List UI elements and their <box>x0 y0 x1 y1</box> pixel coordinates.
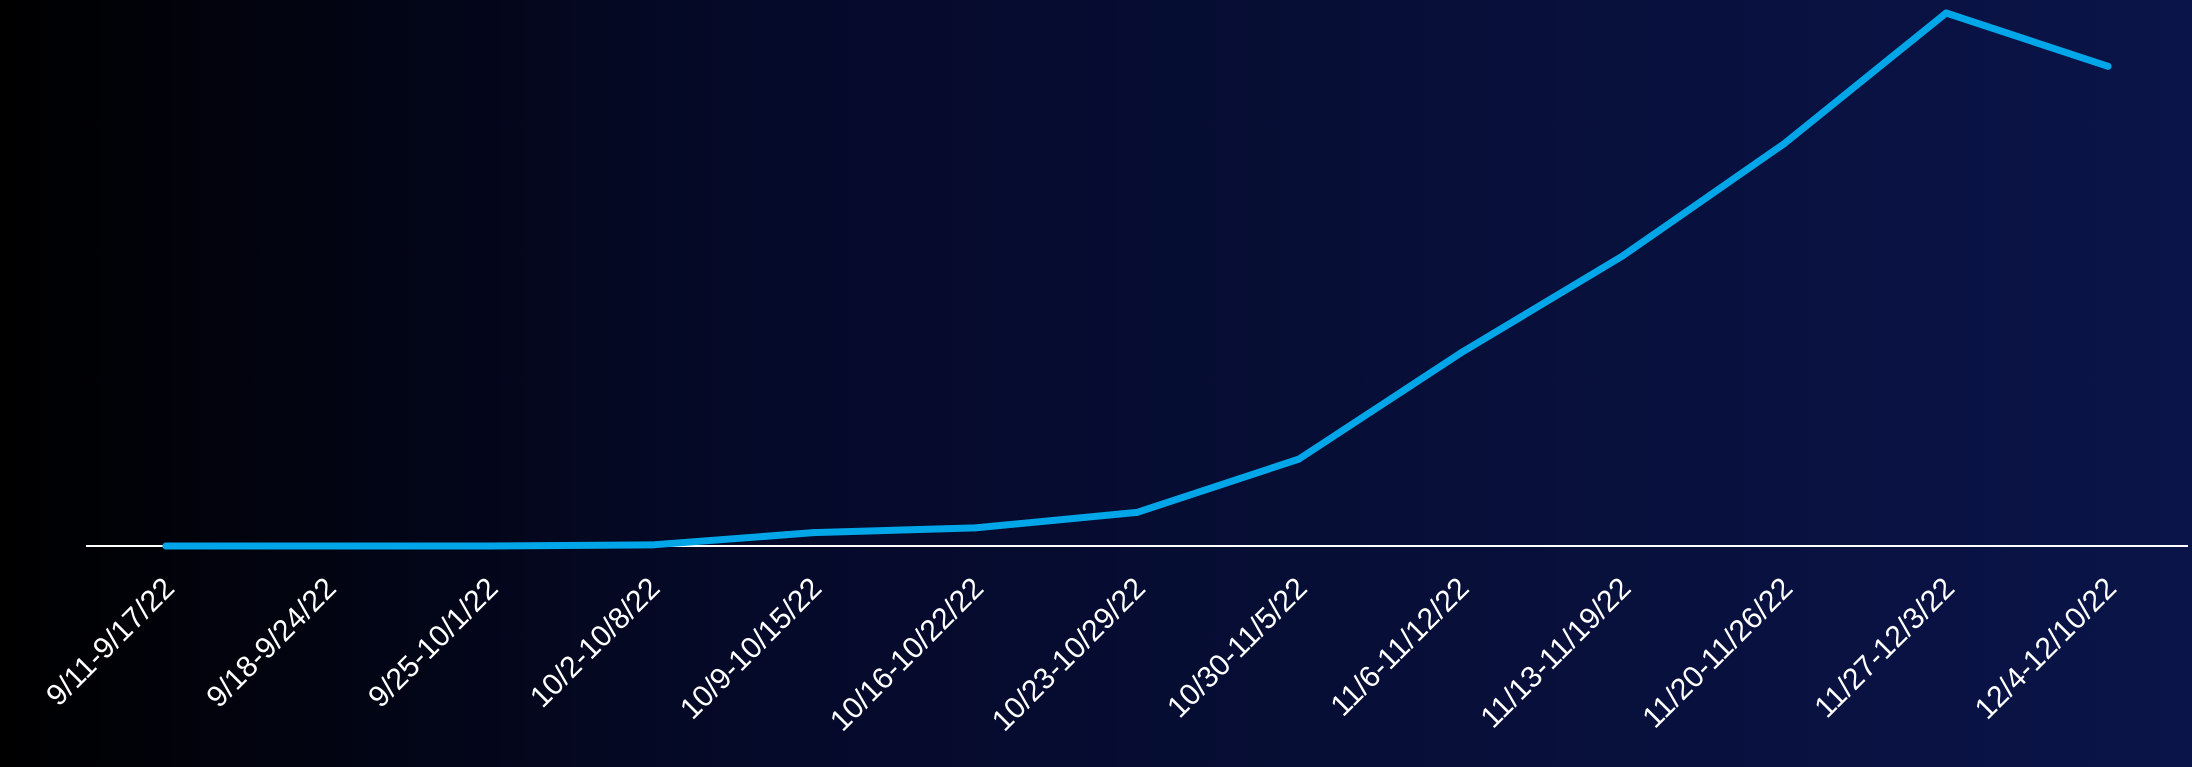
data-point-11 <box>1780 140 1788 148</box>
x-tick-label-11: 11/20-11/26/22 <box>1636 572 1799 735</box>
data-point-5 <box>809 529 817 537</box>
data-point-7 <box>1133 508 1141 516</box>
data-point-1 <box>162 542 170 550</box>
x-tick-label-6: 10/16-10/22/22 <box>824 572 990 738</box>
x-tick-label-8: 10/30-11/5/22 <box>1161 572 1314 725</box>
data-point-2 <box>324 542 332 550</box>
x-tick-label-4: 10/2-10/8/22 <box>524 572 666 714</box>
x-tick-labels: 9/11-9/17/22 9/18-9/24/22 9/25-10/1/22 10/2… <box>40 572 2123 738</box>
data-point-8 <box>1295 455 1303 463</box>
series-line <box>162 9 2112 550</box>
x-tick-label-9: 11/6-11/12/22 <box>1325 572 1476 723</box>
x-tick-label-2: 9/18-9/24/22 <box>200 572 342 714</box>
x-tick-label-1: 9/11-9/17/22 <box>40 572 181 713</box>
data-point-10 <box>1619 252 1626 260</box>
x-tick-label-7: 10/23-10/29/22 <box>986 572 1152 738</box>
x-tick-label-5: 10/9-10/15/22 <box>674 572 828 726</box>
x-tick-label-12: 11/27-12/3/22 <box>1808 572 1961 725</box>
data-point-3 <box>486 542 494 550</box>
data-point-12 <box>1942 9 1950 17</box>
data-point-13 <box>2104 62 2112 70</box>
data-point-6 <box>971 524 979 532</box>
data-point-4 <box>648 541 655 549</box>
x-tick-label-13: 12/4-12/10/22 <box>1969 572 2123 726</box>
data-point-9 <box>1457 349 1465 357</box>
x-tick-label-10: 11/13-11/19/22 <box>1475 572 1638 735</box>
data-points <box>162 9 2112 550</box>
x-tick-label-3: 9/25-10/1/22 <box>362 572 504 714</box>
